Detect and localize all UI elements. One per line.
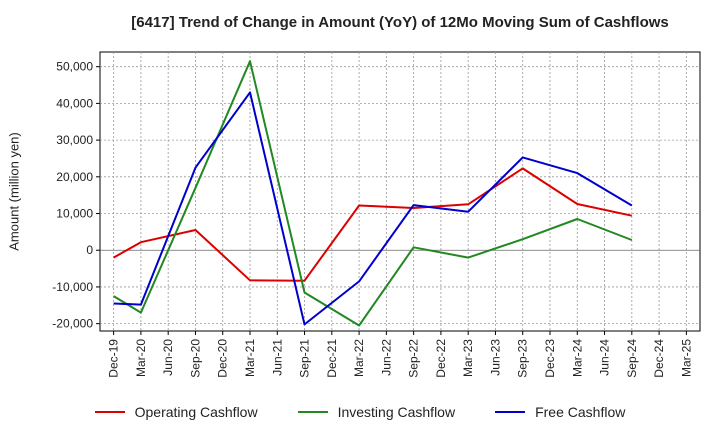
x-tick-label: Jun-20 (161, 339, 175, 376)
y-tick-label: 20,000 (56, 170, 93, 184)
y-tick-label: 30,000 (56, 133, 93, 147)
legend-item: Free Cashflow (495, 404, 625, 420)
x-tick-label: Jun-21 (270, 339, 284, 376)
x-tick-label: Dec-23 (543, 339, 557, 378)
x-tick-label: Dec-21 (325, 339, 339, 378)
legend-swatch (94, 411, 125, 413)
legend-label: Investing Cashflow (337, 404, 456, 420)
x-tick-label: Sep-22 (407, 339, 421, 378)
series-line-operating-cashflow (113, 167, 633, 282)
x-tick-label: Dec-22 (434, 339, 448, 378)
chart-plot: -20,000 -10,000 0 10,000 20,000 30,000 40,000 5… (52, 51, 701, 378)
legend-item: Operating Cashflow (94, 404, 258, 420)
legend-label: Operating Cashflow (134, 404, 258, 420)
series-lines (113, 60, 633, 327)
y-tick-label: 50,000 (56, 60, 93, 74)
x-tick-label: Mar-23 (461, 339, 475, 377)
x-axis-ticks: Dec-19 Mar-20 Jun-20 Sep-20 Dec-20 Mar-21 Jun-… (107, 331, 693, 378)
y-tick-label: 0 (86, 243, 93, 257)
series-line-investing-cashflow (113, 60, 633, 327)
x-tick-label: Mar-25 (679, 339, 693, 377)
x-tick-label: Dec-19 (107, 339, 121, 378)
legend-swatch (297, 411, 328, 413)
x-tick-label: Jun-22 (379, 339, 393, 376)
legend-swatch (495, 411, 526, 413)
x-tick-label: Sep-24 (625, 339, 639, 378)
y-tick-label: -20,000 (52, 317, 93, 331)
x-tick-label: Mar-24 (570, 339, 584, 377)
x-tick-label: Sep-21 (298, 339, 312, 378)
y-tick-label: 40,000 (56, 96, 93, 110)
x-tick-label: Dec-20 (216, 339, 230, 378)
legend-item: Investing Cashflow (297, 404, 456, 420)
y-axis-ticks: -20,000 -10,000 0 10,000 20,000 30,000 40,000 5… (52, 60, 100, 331)
x-tick-label: Mar-21 (243, 339, 257, 377)
y-tick-label: -10,000 (52, 280, 93, 294)
x-tick-label: Sep-23 (516, 339, 530, 378)
legend-label: Free Cashflow (535, 404, 626, 420)
x-tick-label: Mar-22 (352, 339, 366, 377)
x-tick-label: Sep-20 (188, 339, 202, 378)
x-tick-label: Mar-20 (134, 339, 148, 377)
x-tick-label: Jun-24 (598, 339, 612, 376)
plot-area (99, 51, 701, 332)
chart-title: [6417] Trend of Change in Amount (YoY) o… (131, 14, 669, 31)
y-tick-label: 10,000 (56, 207, 93, 221)
x-tick-label: Jun-23 (488, 339, 502, 376)
legend: Operating Cashflow Investing Cashflow Free… (0, 404, 720, 420)
series-line-free-cashflow (113, 91, 633, 326)
x-tick-label: Dec-24 (652, 339, 666, 378)
